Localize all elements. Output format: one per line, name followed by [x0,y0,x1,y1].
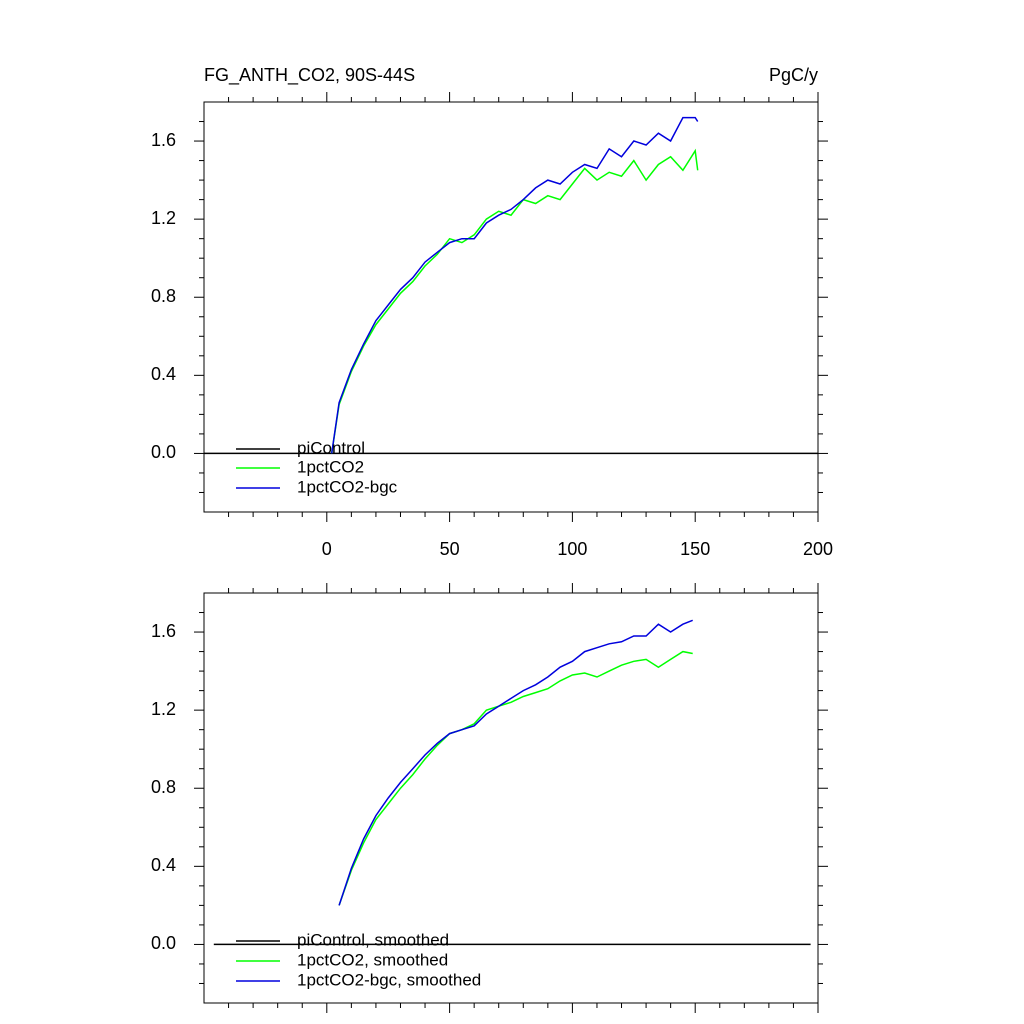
legend-label: 1pctCO2 [297,457,364,476]
plot-frame [203,592,819,1004]
y-tick-label: 0.8 [151,286,176,306]
series-line [338,650,693,906]
x-tick-label: 150 [680,539,710,559]
y-tick-label: 0.0 [151,933,176,953]
x-tick-label: 0 [322,539,332,559]
legend-label: 1pctCO2-bgc [297,477,398,496]
chart-title: FG_ANTH_CO2, 90S-44S [204,65,415,86]
legend-label: 1pctCO2-bgc, smoothed [297,970,481,989]
plot-frame [203,101,819,513]
legend-label: piControl, smoothed [297,930,449,949]
y-tick-label: 0.0 [151,442,176,462]
units-label: PgC/y [769,65,818,85]
series-line [338,619,693,906]
legend-label: piControl [297,438,365,457]
y-tick-label: 1.2 [151,699,176,719]
x-tick-label: 200 [803,539,833,559]
y-tick-label: 0.8 [151,777,176,797]
y-tick-label: 0.4 [151,364,176,384]
y-tick-label: 1.2 [151,208,176,228]
series-line [330,116,699,454]
x-tick-label: 50 [440,539,460,559]
y-tick-label: 0.4 [151,855,176,875]
legend-label: 1pctCO2, smoothed [297,950,448,969]
y-tick-label: 1.6 [151,621,176,641]
x-tick-label: 100 [557,539,587,559]
series-line [330,148,699,454]
y-tick-label: 1.6 [151,130,176,150]
